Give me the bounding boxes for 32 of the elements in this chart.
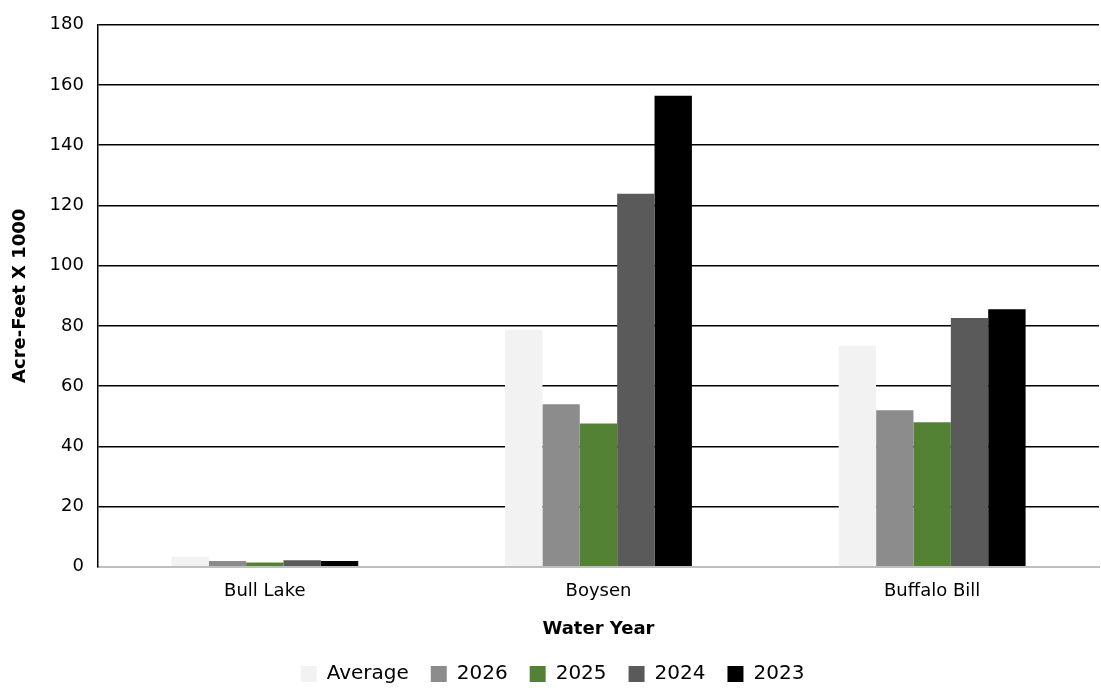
bar — [208, 561, 247, 567]
y-tick-label: 120 — [49, 193, 84, 215]
bar — [542, 404, 580, 567]
y-tick-label: 140 — [49, 132, 84, 154]
bar — [320, 561, 359, 567]
y-tick-label: 60 — [61, 373, 84, 395]
legend-label: 2025 — [555, 660, 607, 685]
y-tick-label: 0 — [72, 554, 84, 576]
x-tick-label: Boysen — [565, 579, 632, 601]
bar — [617, 193, 655, 567]
legend-label: Average — [326, 660, 409, 685]
x-tick-label: Bull Lake — [224, 579, 306, 601]
bar — [171, 556, 209, 567]
y-tick-label: 180 — [49, 12, 84, 34]
bar — [505, 329, 543, 567]
y-tick-label: 80 — [61, 313, 84, 335]
x-tick-label: Buffalo Bill — [884, 579, 981, 601]
legend-label: 2026 — [456, 660, 508, 685]
bar — [579, 423, 618, 567]
y-tick-label: 100 — [49, 253, 84, 275]
x-axis-title: Water Year — [542, 616, 655, 638]
y-axis-title: Acre-Feet X 1000 — [8, 208, 30, 383]
y-tick-label: 40 — [61, 434, 84, 456]
bar — [950, 318, 989, 567]
legend-label: 2023 — [753, 660, 805, 685]
bar — [283, 560, 321, 567]
bar — [913, 422, 951, 567]
bar — [876, 410, 914, 567]
legend-label: 2024 — [654, 660, 706, 685]
y-tick-label: 20 — [61, 494, 84, 516]
y-tick-label: 160 — [49, 72, 84, 94]
bar — [838, 345, 877, 567]
